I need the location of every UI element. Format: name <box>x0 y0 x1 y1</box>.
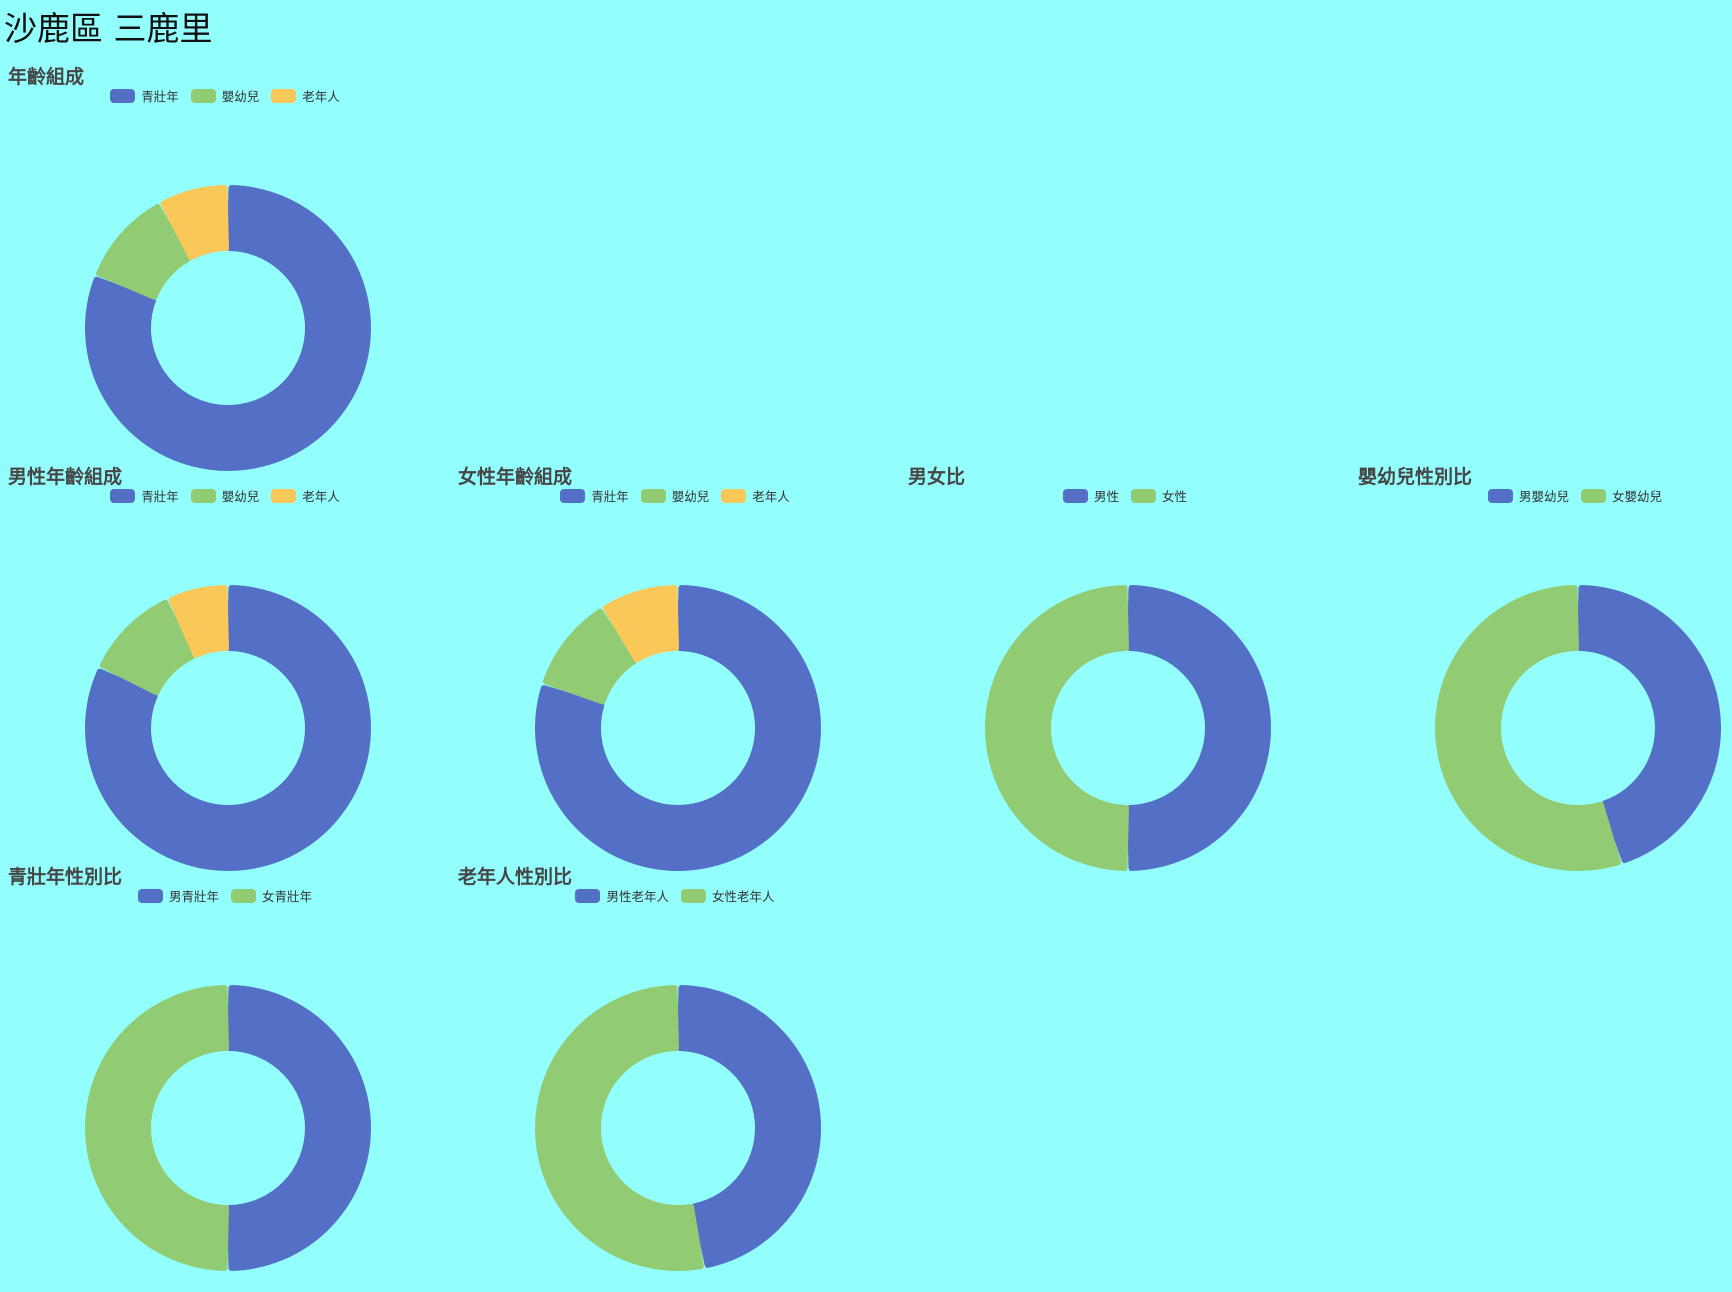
donut-slice-老年人[interactable] <box>160 185 229 260</box>
chart-title: 年齡組成 <box>8 66 85 88</box>
legend-label: 青壯年 <box>141 489 179 504</box>
legend-label: 女性 <box>1162 489 1188 504</box>
donut-slice-嬰幼兒[interactable] <box>96 204 191 300</box>
legend-item[interactable]: 男性老年人 <box>575 886 669 905</box>
legend-swatch <box>560 488 586 503</box>
legend-item[interactable]: 嬰幼兒 <box>190 486 260 505</box>
chart-legend: 男青壯年 女青壯年 <box>0 886 450 905</box>
legend-item[interactable]: 女青壯年 <box>231 886 312 905</box>
legend-label: 嬰幼兒 <box>221 489 260 504</box>
legend-swatch <box>190 488 216 503</box>
donut-slice-女青壯年[interactable] <box>85 985 229 1271</box>
chart-title: 嬰幼兒性別比 <box>1358 466 1473 488</box>
legend-label: 女性老年人 <box>712 889 775 904</box>
legend-swatch <box>1487 488 1513 503</box>
legend-swatch <box>640 488 666 503</box>
legend-item[interactable]: 老年人 <box>721 486 790 505</box>
legend-swatch <box>575 888 601 903</box>
donut-slice-男性老年人[interactable] <box>677 985 821 1268</box>
chart-title: 男女比 <box>908 466 966 488</box>
donut-slice-嬰幼兒[interactable] <box>99 599 196 696</box>
legend-item[interactable]: 男性 <box>1062 486 1119 505</box>
legend-item[interactable]: 青壯年 <box>110 86 179 105</box>
legend-swatch <box>110 488 136 503</box>
legend-item[interactable]: 嬰幼兒 <box>640 486 710 505</box>
chart-infant-sex: 嬰幼兒性別比男嬰幼兒 女嬰幼兒 <box>1350 462 1732 871</box>
legend-swatch <box>271 88 297 103</box>
legend-label: 老年人 <box>752 489 790 504</box>
donut-slice-男性[interactable] <box>1127 585 1271 871</box>
page-title: 沙鹿區 三鹿里 <box>4 9 213 48</box>
chart-title: 青壯年性別比 <box>8 866 123 888</box>
chart-female-age: 女性年齡組成青壯年 嬰幼兒 老年人 <box>450 462 900 871</box>
donut-chart <box>1435 585 1721 871</box>
legend-swatch <box>271 488 297 503</box>
legend-swatch <box>1062 488 1088 503</box>
legend-label: 男性老年人 <box>606 889 669 904</box>
legend-swatch <box>1581 488 1606 503</box>
chart-legend: 青壯年 嬰幼兒 老年人 <box>0 486 450 505</box>
chart-age: 年齡組成青壯年 嬰幼兒 老年人 <box>0 62 450 471</box>
donut-chart <box>535 985 821 1271</box>
chart-adult-sex: 青壯年性別比男青壯年 女青壯年 <box>0 862 450 1271</box>
legend-swatch <box>190 88 216 103</box>
legend-label: 男性 <box>1093 489 1119 504</box>
donut-chart <box>85 185 371 471</box>
chart-sex-ratio: 男女比男性 女性 <box>900 462 1350 871</box>
legend-label: 女青壯年 <box>262 889 313 904</box>
legend-swatch <box>231 888 256 903</box>
chart-title: 女性年齡組成 <box>458 466 573 488</box>
legend-swatch <box>681 888 706 903</box>
legend-item[interactable]: 女性老年人 <box>681 886 775 905</box>
donut-slice-青壯年[interactable] <box>85 185 371 471</box>
chart-legend: 青壯年 嬰幼兒 老年人 <box>0 86 450 105</box>
donut-slice-女性[interactable] <box>985 585 1129 871</box>
donut-chart <box>85 985 371 1271</box>
chart-male-age: 男性年齡組成青壯年 嬰幼兒 老年人 <box>0 462 450 871</box>
donut-chart <box>535 585 821 871</box>
chart-legend: 青壯年 嬰幼兒 老年人 <box>450 486 900 505</box>
legend-label: 男青壯年 <box>168 889 219 904</box>
chart-legend: 男性老年人 女性老年人 <box>450 886 900 905</box>
legend-label: 老年人 <box>302 489 340 504</box>
legend-swatch <box>721 488 747 503</box>
legend-item[interactable]: 男青壯年 <box>137 886 219 905</box>
chart-title: 男性年齡組成 <box>8 466 123 488</box>
legend-label: 嬰幼兒 <box>671 489 710 504</box>
donut-slice-女性老年人[interactable] <box>535 985 704 1271</box>
legend-item[interactable]: 女性 <box>1131 486 1187 505</box>
legend-item[interactable]: 老年人 <box>271 486 340 505</box>
chart-legend: 男嬰幼兒 女嬰幼兒 <box>1350 486 1732 505</box>
legend-swatch <box>110 88 136 103</box>
donut-slice-青壯年[interactable] <box>85 585 371 871</box>
donut-slice-男青壯年[interactable] <box>227 985 371 1271</box>
legend-swatch <box>1131 488 1156 503</box>
donut-slice-老年人[interactable] <box>602 585 679 663</box>
legend-item[interactable]: 青壯年 <box>110 486 179 505</box>
donut-slice-嬰幼兒[interactable] <box>542 608 637 705</box>
legend-label: 青壯年 <box>591 489 629 504</box>
donut-slice-老年人[interactable] <box>168 585 229 658</box>
donut-chart <box>85 585 371 871</box>
legend-label: 老年人 <box>302 89 340 104</box>
chart-legend: 男性 女性 <box>900 486 1350 505</box>
legend-label: 嬰幼兒 <box>221 89 260 104</box>
donut-slice-青壯年[interactable] <box>535 585 821 871</box>
legend-label: 青壯年 <box>141 89 179 104</box>
legend-item[interactable]: 老年人 <box>271 86 340 105</box>
legend-item[interactable]: 男嬰幼兒 <box>1487 486 1569 505</box>
legend-swatch <box>137 888 163 903</box>
chart-title: 老年人性別比 <box>458 866 573 888</box>
legend-item[interactable]: 青壯年 <box>560 486 629 505</box>
chart-elder-sex: 老年人性別比男性老年人 女性老年人 <box>450 862 900 1271</box>
legend-item[interactable]: 嬰幼兒 <box>190 86 260 105</box>
donut-chart <box>985 585 1271 871</box>
legend-item[interactable]: 女嬰幼兒 <box>1581 486 1662 505</box>
legend-label: 女嬰幼兒 <box>1612 489 1663 504</box>
legend-label: 男嬰幼兒 <box>1518 489 1569 504</box>
donut-slice-男嬰幼兒[interactable] <box>1577 585 1721 864</box>
donut-slice-女嬰幼兒[interactable] <box>1435 585 1621 871</box>
